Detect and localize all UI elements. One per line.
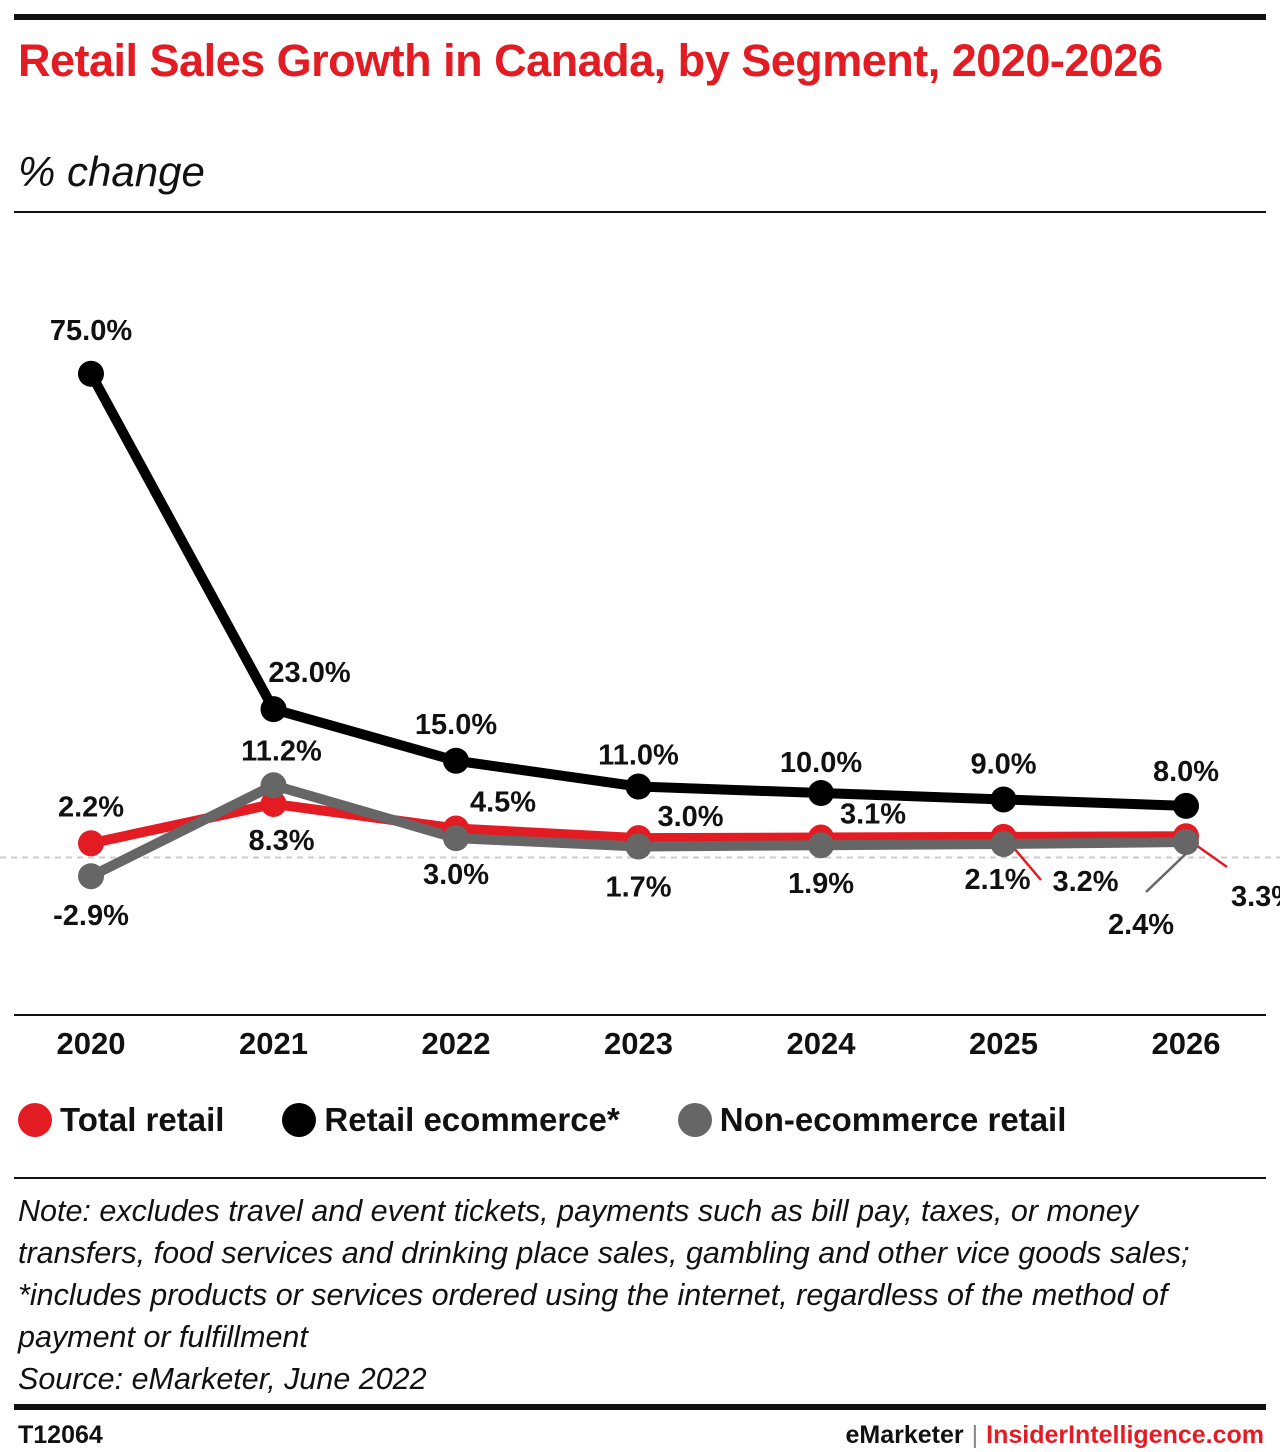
chart-id: T12064 bbox=[18, 1421, 103, 1449]
data-label-total-retail-2020: 2.2% bbox=[58, 791, 124, 823]
data-point-total-retail-2020 bbox=[78, 830, 104, 857]
data-label-non-ecommerce-retail-2023: 1.7% bbox=[605, 872, 671, 904]
data-point-non-ecommerce-retail-2023 bbox=[625, 833, 652, 860]
data-label-retail-ecommerce-2025: 9.0% bbox=[970, 748, 1036, 780]
x-tick-label-2022: 2022 bbox=[422, 1026, 491, 1061]
chart-title: Retail Sales Growth in Canada, by Segmen… bbox=[18, 35, 1163, 86]
source-text: Source: eMarketer, June 2022 bbox=[18, 1362, 427, 1396]
data-label-non-ecommerce-retail-2026: 2.4% bbox=[1108, 909, 1174, 941]
data-label-total-retail-2026: 3.3% bbox=[1231, 881, 1280, 913]
footer-brand: eMarketer | InsiderIntelligence.com bbox=[846, 1421, 1265, 1450]
data-point-retail-ecommerce-2022 bbox=[443, 747, 469, 774]
data-point-non-ecommerce-retail-2022 bbox=[443, 825, 469, 852]
legend-divider bbox=[14, 1177, 1266, 1179]
data-point-non-ecommerce-retail-2021 bbox=[260, 772, 287, 799]
brand-name: eMarketer bbox=[845, 1421, 964, 1449]
chart-subtitle: % change bbox=[18, 148, 205, 195]
line-chart: 75.0% 23.0% 15.0% 11.0% 10.0% 9.0% 8.0% 2.2% 8.3… bbox=[0, 315, 1280, 1061]
data-point-non-ecommerce-retail-2026 bbox=[1173, 829, 1199, 856]
data-label-retail-ecommerce-2024: 10.0% bbox=[780, 747, 862, 779]
bottom-rule bbox=[14, 1404, 1266, 1410]
data-point-total-retail-2021 bbox=[260, 790, 287, 817]
data-point-retail-ecommerce-2021 bbox=[260, 696, 287, 723]
x-tick-label-2025: 2025 bbox=[969, 1026, 1038, 1061]
data-point-retail-ecommerce-2026 bbox=[1173, 792, 1199, 819]
brand-site: InsiderIntelligence.com bbox=[986, 1421, 1264, 1449]
data-label-non-ecommerce-retail-2021: 11.2% bbox=[241, 735, 322, 767]
legend-item-retail-ecommerce: Retail ecommerce* bbox=[282, 1101, 620, 1139]
note-text: Note: excludes travel and event tickets,… bbox=[18, 1194, 1190, 1354]
leader-line-non-ecommerce-retail-2026 bbox=[1145, 847, 1193, 893]
legend-item-non-ecommerce-retail: Non-ecommerce retail bbox=[677, 1101, 1067, 1139]
data-label-non-ecommerce-retail-2024: 1.9% bbox=[788, 868, 854, 900]
data-label-total-retail-2024: 3.1% bbox=[840, 799, 906, 831]
data-point-retail-ecommerce-2024 bbox=[808, 780, 834, 806]
data-label-retail-ecommerce-2021: 23.0% bbox=[268, 657, 350, 689]
footnote: Note: excludes travel and event tickets,… bbox=[18, 1190, 1268, 1400]
data-label-non-ecommerce-retail-2020: -2.9% bbox=[53, 900, 129, 932]
top-rule bbox=[14, 14, 1266, 20]
brand-separator: | bbox=[971, 1421, 979, 1449]
data-label-retail-ecommerce-2020: 75.0% bbox=[50, 315, 132, 347]
legend-item-total-retail: Total retail bbox=[18, 1101, 224, 1139]
data-label-total-retail-2021: 8.3% bbox=[248, 825, 314, 857]
data-label-non-ecommerce-retail-2022: 3.0% bbox=[423, 859, 489, 891]
data-point-retail-ecommerce-2025 bbox=[990, 786, 1017, 813]
data-label-total-retail-2022: 4.5% bbox=[470, 786, 536, 818]
data-label-retail-ecommerce-2022: 15.0% bbox=[415, 709, 497, 741]
x-tick-label-2024: 2024 bbox=[787, 1026, 857, 1061]
x-tick-label-2021: 2021 bbox=[239, 1026, 308, 1061]
x-tick-label-2026: 2026 bbox=[1152, 1026, 1221, 1061]
data-label-retail-ecommerce-2023: 11.0% bbox=[598, 740, 679, 772]
legend-marker-retail-ecommerce bbox=[282, 1103, 317, 1137]
data-label-total-retail-2023: 3.0% bbox=[657, 801, 723, 833]
title-divider bbox=[14, 211, 1266, 213]
legend-label-retail-ecommerce: Retail ecommerce* bbox=[324, 1101, 620, 1138]
data-label-total-retail-2025: 3.2% bbox=[1052, 866, 1118, 898]
legend-marker-non-ecommerce-retail bbox=[677, 1103, 712, 1137]
x-tick-label-2023: 2023 bbox=[604, 1026, 673, 1061]
x-tick-label-2020: 2020 bbox=[57, 1026, 126, 1061]
data-point-retail-ecommerce-2023 bbox=[625, 773, 652, 800]
data-label-retail-ecommerce-2026: 8.0% bbox=[1153, 756, 1219, 788]
data-label-non-ecommerce-retail-2025: 2.1% bbox=[964, 864, 1030, 896]
data-point-non-ecommerce-retail-2025 bbox=[990, 830, 1017, 857]
data-point-non-ecommerce-retail-2020 bbox=[78, 863, 104, 890]
data-point-retail-ecommerce-2020 bbox=[78, 360, 104, 387]
legend-label-total-retail: Total retail bbox=[60, 1101, 225, 1138]
legend-marker-total-retail bbox=[18, 1103, 52, 1137]
chart-legend: Total retail Retail ecommerce* Non-ecomm… bbox=[18, 1096, 1124, 1144]
data-point-non-ecommerce-retail-2024 bbox=[808, 832, 834, 859]
legend-label-non-ecommerce-retail: Non-ecommerce retail bbox=[719, 1101, 1067, 1138]
